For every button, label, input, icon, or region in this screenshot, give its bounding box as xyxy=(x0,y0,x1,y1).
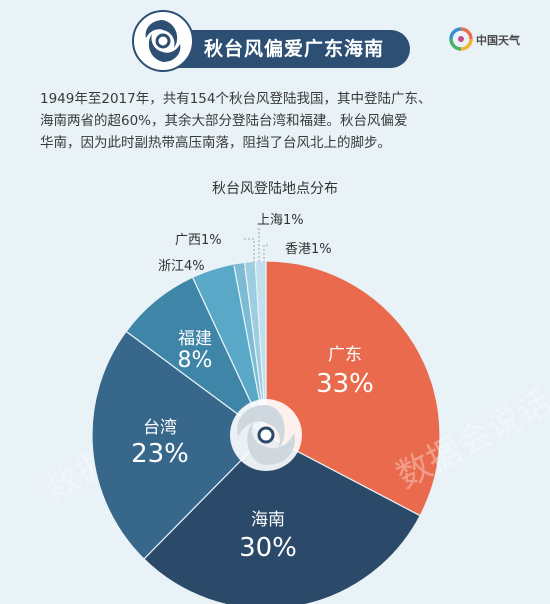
leader-line-7 xyxy=(263,244,268,262)
slice-label-0: 广东 xyxy=(328,345,362,365)
pie-slice-1 xyxy=(143,434,421,604)
slice-value-3: 8% xyxy=(178,348,213,373)
slice-value-0: 33% xyxy=(316,369,374,399)
weather-logo-icon xyxy=(449,27,473,51)
title-pill xyxy=(156,30,410,68)
leader-line-5 xyxy=(244,238,255,264)
brand-logo: 中国天气 xyxy=(448,24,548,56)
slice-label-3: 福建 xyxy=(178,329,212,349)
slice-label-6: 上海1% xyxy=(257,213,304,228)
typhoon-swirl-icon xyxy=(132,10,194,72)
pie-slice-7 xyxy=(254,260,267,436)
pie-slice-0 xyxy=(265,260,441,517)
slice-label-1: 海南 xyxy=(251,510,285,530)
title-banner: 秋台风偏爱广东海南 xyxy=(130,8,410,78)
slice-label-2: 台湾 xyxy=(143,418,177,438)
brand-name: 中国天气 xyxy=(476,34,520,47)
slice-label-7: 香港1% xyxy=(285,242,332,257)
slice-label-5: 广西1% xyxy=(175,233,222,248)
typhoon-center-icon-b xyxy=(247,421,295,465)
intro-paragraph: 1949年至2017年，共有154个秋台风登陆我国，其中登陆广东、 海南两省的超… xyxy=(40,91,432,151)
slice-value-1: 30% xyxy=(239,533,297,563)
pie-slice-2 xyxy=(91,330,267,560)
typhoon-center-icon xyxy=(237,405,285,449)
leader-line-6 xyxy=(258,228,260,262)
page-title: 秋台风偏爱广东海南 xyxy=(203,38,384,60)
slice-label-4: 浙江4% xyxy=(158,259,205,274)
typhoon-eye xyxy=(257,426,275,444)
chart-title: 秋台风登陆地点分布 xyxy=(212,181,338,197)
slice-value-2: 23% xyxy=(131,439,189,469)
